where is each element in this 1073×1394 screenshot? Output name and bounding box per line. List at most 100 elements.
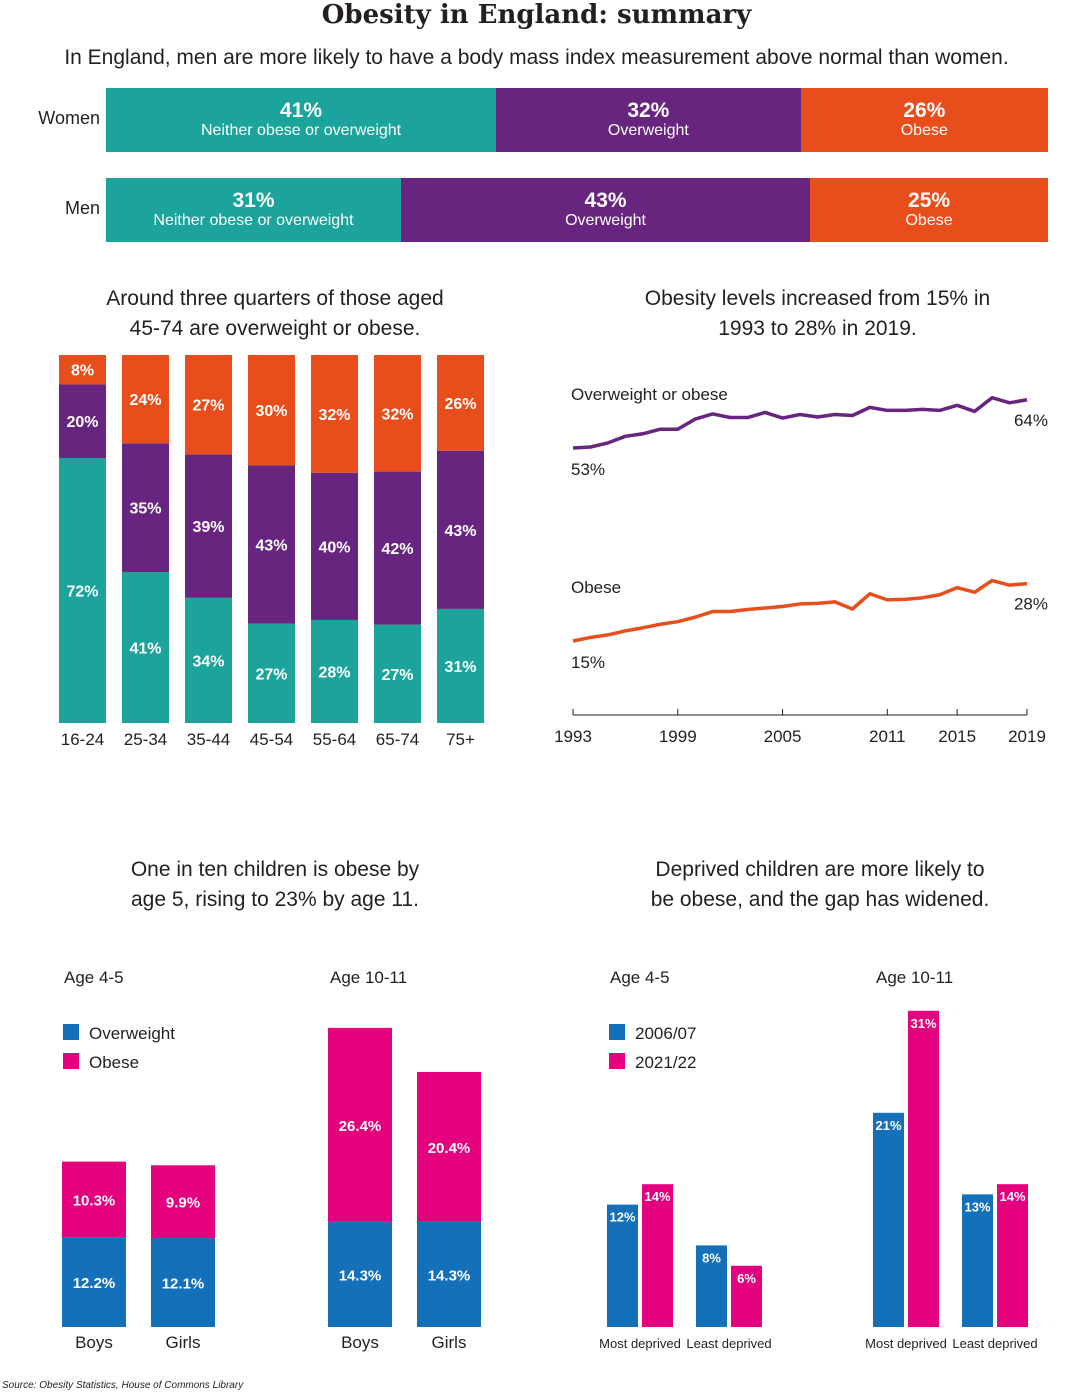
age-bar-value-label: 30% <box>255 403 287 420</box>
deprivation-group-label: Age 4-5 <box>610 968 670 987</box>
trend-end-label: 64% <box>1014 411 1048 430</box>
age-bar-value-label: 40% <box>318 539 350 556</box>
deprivation-category-label: Least deprived <box>952 1336 1037 1351</box>
segment-series-label: Overweight <box>607 122 689 139</box>
deprivation-bar-value-label: 8% <box>702 1250 721 1265</box>
children-overweight-bar <box>151 1238 215 1327</box>
age-bar-segment <box>59 384 106 459</box>
age-chart-title-line2: 45-74 are overweight or obese. <box>129 317 421 340</box>
age-category-label: 65-74 <box>376 730 419 749</box>
deprivation-chart-title-line2: be obese, and the gap has widened. <box>650 888 990 911</box>
age-bar-value-label: 32% <box>381 406 413 423</box>
children-obese-bar <box>328 1027 392 1222</box>
legend-swatch <box>609 1053 625 1069</box>
age-bar-value-label: 39% <box>192 519 224 536</box>
segment-series-label: Neither obese or overweight <box>201 122 402 139</box>
age-category-label: 55-64 <box>313 730 356 749</box>
legend-swatch <box>63 1024 79 1040</box>
trend-end-label: 28% <box>1014 595 1048 614</box>
deprivation-category-label: Most deprived <box>865 1336 947 1351</box>
trend-chart-title-line2: 1993 to 28% in 2019. <box>718 317 917 340</box>
deprivation-2006-bar <box>962 1194 993 1327</box>
age-bar-value-label: 43% <box>444 523 476 540</box>
children-group-label: Age 10-11 <box>330 968 407 987</box>
gender-bar-segment: 31% Neither obese or overweight <box>106 178 401 242</box>
gender-bar-segment: 25% Obese <box>810 178 1048 242</box>
deprivation-bar-value-label: 12% <box>609 1210 635 1225</box>
children-bar-value-label: 9.9% <box>166 1195 200 1212</box>
age-bar-segment <box>437 608 484 723</box>
segment-series-label: Obese <box>905 212 953 229</box>
trend-x-tick-label: 2011 <box>869 727 906 746</box>
deprivation-2006-bar <box>607 1204 638 1327</box>
trend-x-tick-label: 2005 <box>764 727 802 746</box>
age-bar-segment <box>59 355 106 385</box>
legend-label: Obese <box>89 1053 139 1072</box>
children-bar-value-label: 10.3% <box>73 1192 116 1209</box>
children-group-label: Age 4-5 <box>64 968 124 987</box>
age-bar-value-label: 27% <box>381 667 413 684</box>
children-bar-value-label: 12.2% <box>73 1275 116 1292</box>
age-category-label: 25-34 <box>124 730 167 749</box>
children-obese-bar <box>62 1161 126 1238</box>
legend-label: 2021/22 <box>635 1053 696 1072</box>
trend-x-tick-label: 2015 <box>938 727 976 746</box>
age-bar-value-label: 32% <box>318 407 350 424</box>
age-bar-segment <box>437 355 484 451</box>
trend-series-name: Overweight or obese <box>571 385 728 404</box>
age-bar-value-label: 31% <box>444 659 476 676</box>
age-category-label: 75+ <box>446 730 475 749</box>
age-category-label: 16-24 <box>61 730 104 749</box>
age-bar-value-label: 27% <box>255 666 287 683</box>
deprivation-bar-value-label: 6% <box>737 1271 756 1286</box>
gender-bar-segment: 32% Overweight <box>496 88 801 152</box>
segment-value-label: 31% <box>232 189 275 212</box>
segment-series-label: Obese <box>900 122 948 139</box>
deprivation-chart-title: Deprived children are more likely to be … <box>560 855 1073 915</box>
age-bar-segment <box>248 623 295 723</box>
trend-x-tick-label: 1999 <box>659 727 697 746</box>
trend-series-line <box>572 395 1028 450</box>
children-obese-bar <box>417 1071 481 1222</box>
age-bar-segment <box>122 443 169 573</box>
trend-x-tick-label: 1993 <box>554 727 592 746</box>
children-bar-value-label: 14.3% <box>339 1267 382 1284</box>
age-bar-segment <box>311 619 358 723</box>
age-bar-segment <box>122 355 169 444</box>
segment-series-label: Overweight <box>565 212 646 229</box>
age-bar-segment <box>311 472 358 620</box>
deprivation-2021-bar <box>997 1184 1028 1327</box>
age-bar-segment <box>59 458 106 723</box>
age-bar-value-label: 28% <box>318 664 350 681</box>
trend-series-name: Obese <box>571 578 621 597</box>
age-bar-value-label: 27% <box>192 398 224 415</box>
legend-label: Overweight <box>89 1024 175 1043</box>
trend-x-tick-label: 2019 <box>1008 727 1046 746</box>
trend-series-line <box>572 578 1028 643</box>
age-bar-segment <box>185 597 232 723</box>
gender-bar-segment: 43% Overweight <box>400 178 811 242</box>
page-subtitle: In England, men are more likely to have … <box>64 46 1009 69</box>
deprivation-2021-bar <box>731 1265 762 1327</box>
gender-bar-women: 41% Neither obese or overweight 32% Overwei… <box>106 88 1048 152</box>
age-bar-segment <box>374 355 421 472</box>
segment-value-label: 26% <box>903 99 946 122</box>
deprivation-bar-value-label: 13% <box>964 1199 990 1214</box>
age-bar-segment <box>248 355 295 466</box>
age-bar-segment <box>185 454 232 598</box>
age-bar-value-label: 24% <box>129 392 161 409</box>
trend-start-label: 15% <box>571 653 605 672</box>
age-bar-segment <box>374 624 421 723</box>
age-bar-segment <box>437 450 484 609</box>
age-bar-value-label: 8% <box>71 363 94 380</box>
gender-bar-segment: 41% Neither obese or overweight <box>106 88 497 152</box>
children-category-label: Girls <box>166 1333 201 1352</box>
age-bar-value-label: 72% <box>66 584 98 601</box>
gender-row-label: Men <box>64 198 100 218</box>
children-chart-title-line2: age 5, rising to 23% by age 11. <box>131 888 419 911</box>
deprivation-bar-value-label: 14% <box>644 1189 670 1204</box>
deprivation-category-label: Most deprived <box>599 1336 681 1351</box>
legend-swatch <box>609 1024 625 1040</box>
deprivation-2021-bar <box>642 1184 673 1327</box>
age-category-label: 35-44 <box>187 730 230 749</box>
